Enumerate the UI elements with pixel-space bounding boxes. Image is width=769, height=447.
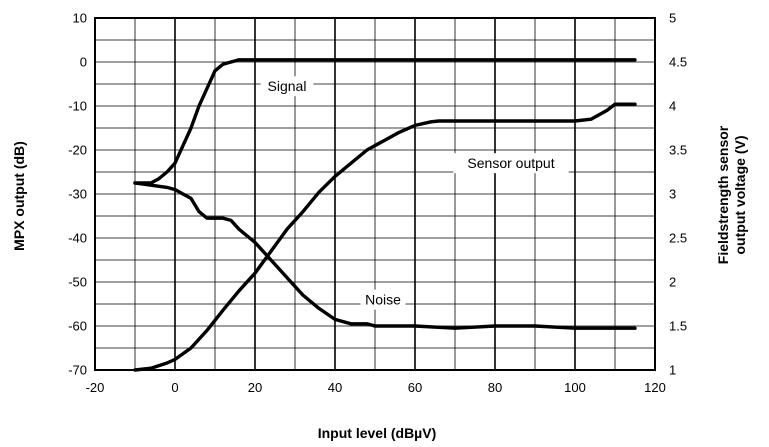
y2-tick-label: 1 (669, 363, 676, 378)
y2-tick-label: 2 (669, 275, 676, 290)
series-line-0 (133, 58, 637, 185)
x-tick-label: 0 (171, 380, 178, 395)
y-tick-label: -40 (68, 231, 87, 246)
y-tick-label: -10 (68, 99, 87, 114)
tick-labels: -20 0 20 40 60 80 100 120100-10-20-30-40-50-60-… (68, 11, 687, 396)
x-axis-title: Input level (dBµV) (318, 425, 437, 441)
annotation-bg (260, 76, 314, 97)
series-line-1 (133, 181, 637, 330)
annotation-label: Signal (268, 78, 307, 94)
series-layer (133, 58, 637, 372)
x-tick-label: 20 (248, 380, 262, 395)
x-tick-label: 120 (644, 380, 666, 395)
x-tick-label: 60 (408, 380, 422, 395)
x-tick-label: 80 (488, 380, 502, 395)
x-tick-label: 40 (328, 380, 342, 395)
y2-axis-title-line-2: output voltage (V) (732, 136, 748, 255)
annotation-bg (453, 153, 569, 174)
series-line-2 (133, 102, 637, 372)
annotation-label: Sensor output (467, 155, 554, 171)
grid (94, 17, 656, 371)
y-axis-title: MPX output (dB) (11, 141, 27, 251)
y2-axis-title-line-1: Fieldstrength sensor (715, 125, 731, 264)
y-tick-label: -70 (68, 363, 87, 378)
y2-tick-label: 1.5 (669, 319, 687, 334)
x-tick-label: 100 (564, 380, 586, 395)
x-tick-label: -20 (86, 380, 105, 395)
y2-tick-label: 3 (669, 187, 676, 202)
y2-tick-label: 4 (669, 99, 676, 114)
y-tick-label: -30 (68, 187, 87, 202)
y2-tick-label: 3.5 (669, 143, 687, 158)
annotation-bg (360, 289, 406, 310)
y2-tick-label: 5 (669, 11, 676, 26)
y-tick-label: 0 (80, 55, 87, 70)
y-tick-label: -50 (68, 275, 87, 290)
y-tick-label: -20 (68, 143, 87, 158)
plot-frame (94, 17, 656, 371)
y2-tick-label: 2.5 (669, 231, 687, 246)
annotation-label: Noise (365, 292, 401, 308)
y-tick-label: 10 (73, 11, 87, 26)
y-tick-label: -60 (68, 319, 87, 334)
annotations: Signal Sensor output Noise (260, 76, 569, 310)
y2-tick-label: 4.5 (669, 55, 687, 70)
